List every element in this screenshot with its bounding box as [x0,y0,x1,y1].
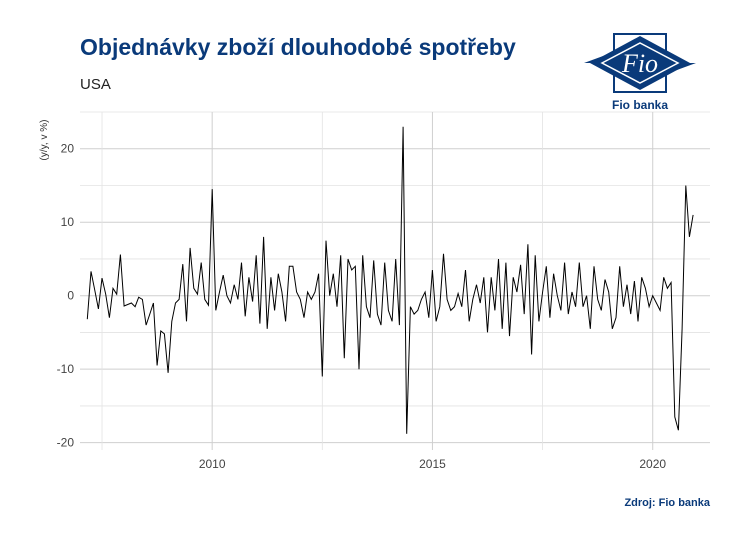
logo-caption: Fio banka [611,98,668,112]
y-axis: -20 -10 0 10 20 [57,142,75,450]
logo-name: Fio [621,49,658,78]
y-tick-label: -20 [57,436,75,450]
y-axis-label: (y/y, v %) [39,120,50,161]
y-tick-label: 10 [61,215,75,229]
y-tick-label: 20 [61,142,75,156]
y-tick-label: 0 [67,289,74,303]
x-tick-label: 2015 [419,457,446,471]
x-tick-label: 2020 [639,457,666,471]
x-tick-label: 2010 [199,457,226,471]
fio-logo: Fio Fio banka [584,30,696,116]
source-note: Zdroj: Fio banka [624,497,710,509]
x-axis: 2010 2015 2020 [199,457,667,471]
series-line [86,126,694,434]
grid [80,111,710,450]
y-tick-label: -10 [57,362,75,376]
fio-logo-icon [584,33,696,93]
chart-title: Objednávky zboží dlouhodobé spotřeby [80,34,516,60]
chart-subtitle: USA [80,76,111,93]
